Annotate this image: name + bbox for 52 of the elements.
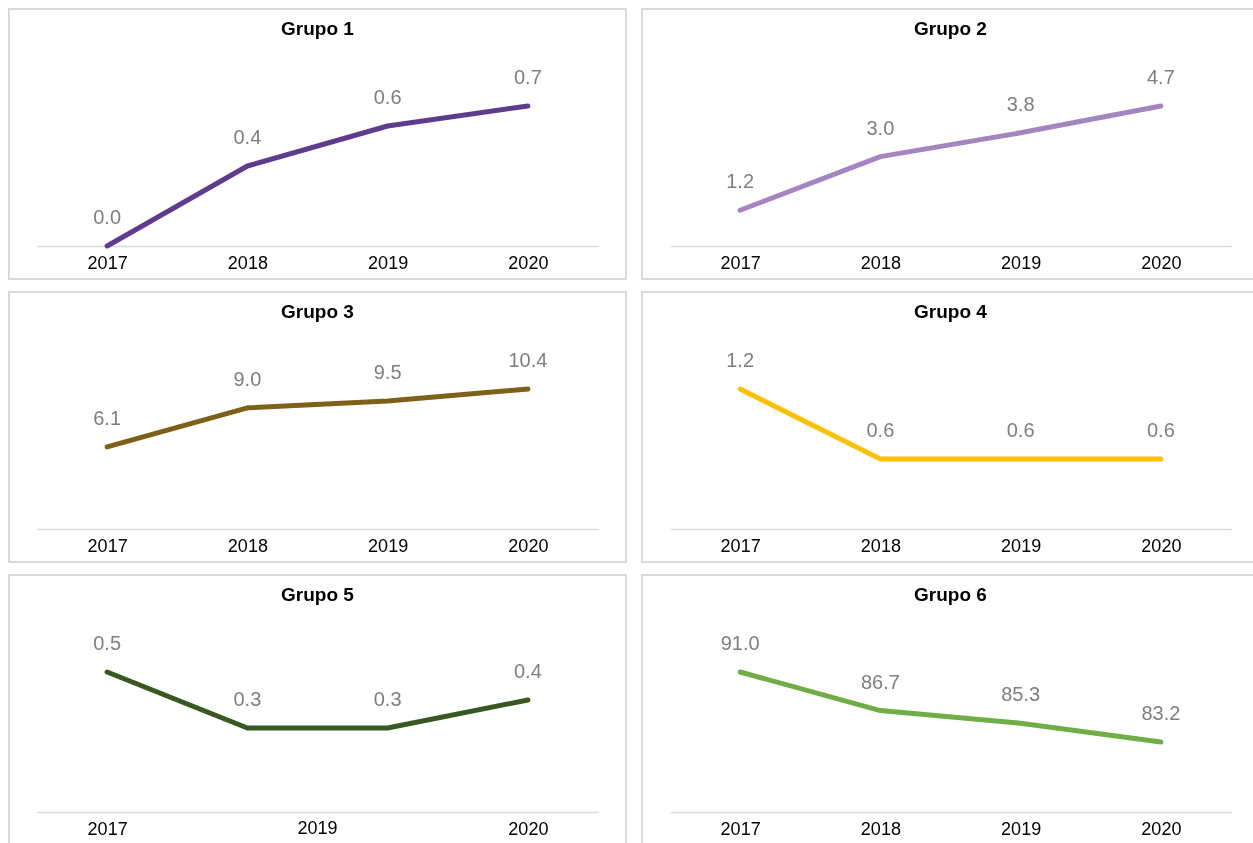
x-tick-label: 2017 [87,252,128,273]
x-tick-label: 2020 [508,818,549,839]
chart-title: Grupo 5 [281,584,355,605]
data-label: 1.2 [726,349,755,371]
data-label: 0.3 [373,688,402,710]
x-tick-label: 2017 [87,818,128,839]
data-label: 4.7 [1146,66,1175,88]
data-label: 85.3 [1001,683,1041,706]
data-label: 0.6 [866,419,895,441]
x-tick-label: 2018 [227,252,268,273]
x-tick-label: 2017 [720,252,761,273]
chart-title: Grupo 4 [914,301,988,322]
x-tick-label: 2019 [1001,535,1042,556]
data-label: 91.0 [720,632,760,654]
data-label: 83.2 [1141,702,1181,724]
data-label: 9.5 [373,361,402,384]
x-tick-label: 2019 [368,535,409,556]
data-label: 10.4 [508,349,548,371]
x-tick-label: 2018 [860,818,901,839]
x-tick-label: 2018 [227,535,268,556]
chart-title: Grupo 1 [281,18,355,39]
data-label: 0.3 [233,688,262,710]
data-label: 0.7 [513,66,542,88]
data-label: 1.2 [726,170,755,193]
data-label: 0.6 [1146,419,1175,441]
x-tick-label: 2020 [508,535,549,556]
x-tick-label: 2017 [87,535,128,556]
data-label: 3.8 [1006,92,1035,115]
data-label: 0.6 [1006,419,1035,441]
x-tick-label: 2018 [860,535,901,556]
data-label: 0.0 [93,206,122,228]
chart-title: Grupo 6 [914,584,987,605]
x-tick-label: 2019 [1001,818,1042,839]
data-label: 0.4 [233,126,262,148]
x-tick-label: 2019 [1001,252,1042,273]
data-label: 86.7 [860,670,900,693]
x-tick-label: 2019 [368,252,409,273]
chart-title: Grupo 3 [281,301,354,322]
data-label: 6.1 [93,406,122,429]
x-tick-label: 2018 [860,252,901,273]
x-tick-label: 2017 [720,535,761,556]
x-tick-label: 2020 [1141,252,1182,273]
data-label: 9.0 [233,367,262,390]
x-tick-label: 2020 [508,252,549,273]
data-label: 3.0 [866,116,895,139]
x-tick-label: 2017 [720,818,761,839]
chart-title: Grupo 2 [914,18,987,39]
data-label: 0.5 [93,632,122,654]
data-label: 0.6 [373,86,402,108]
data-label: 0.4 [513,660,542,682]
x-tick-label: 2020 [1141,535,1182,556]
x-tick-label: 2020 [1141,818,1182,839]
